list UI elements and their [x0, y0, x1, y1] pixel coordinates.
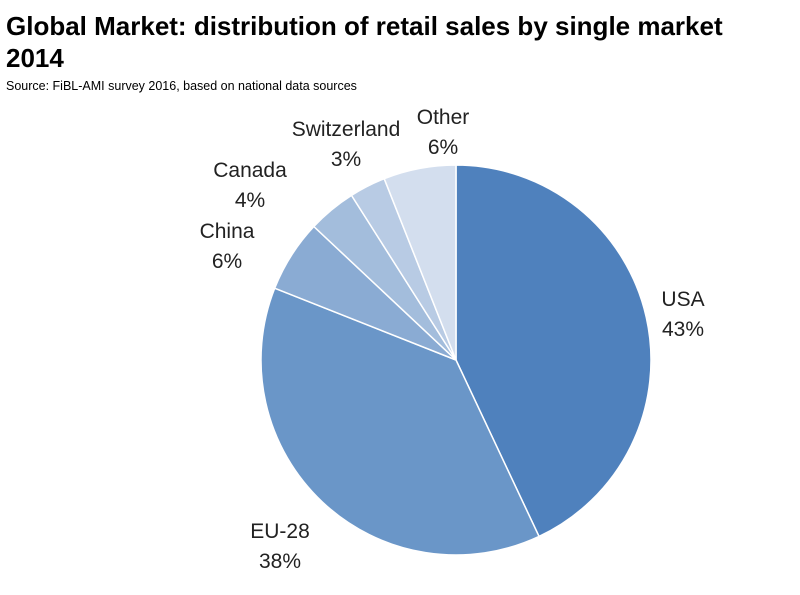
pie-label-name: EU-28 — [250, 520, 310, 543]
chart-subtitle: Source: FiBL-AMI survey 2016, based on n… — [6, 79, 357, 93]
pie-label-canada: Canada 4% — [213, 159, 287, 212]
pie-label-name: Other — [417, 106, 470, 129]
pie-label-name: China — [200, 220, 255, 243]
pie-label-percent: 6% — [212, 250, 242, 273]
pie-label-name: Switzerland — [292, 118, 401, 141]
pie-label-eu-28: EU-28 38% — [250, 520, 310, 573]
pie-label-name: Canada — [213, 159, 287, 182]
pie-slice-usa — [455, 164, 652, 538]
pie-label-percent: 43% — [662, 318, 704, 341]
chart-title-line1: Global Market: distribution of retail sa… — [6, 11, 723, 41]
pie-label-percent: 4% — [235, 189, 265, 212]
pie-label-china: China 6% — [200, 220, 255, 273]
pie-label-percent: 3% — [331, 148, 361, 171]
pie-slices — [260, 164, 652, 556]
pie-slice-eu-28 — [260, 287, 541, 556]
pie-label-percent: 6% — [428, 136, 458, 159]
pie-label-usa: USA 43% — [661, 288, 704, 341]
chart-title: Global Market: distribution of retail sa… — [6, 10, 786, 74]
pie-labels: USA 43% EU-28 38% China 6% Canada 4% Switzerland… — [200, 106, 705, 573]
chart-title-line2: 2014 — [6, 43, 64, 73]
pie-label-percent: 38% — [259, 550, 301, 573]
pie-label-other: Other 6% — [417, 106, 470, 159]
pie-label-switzerland: Switzerland 3% — [292, 118, 401, 171]
pie-label-name: USA — [661, 288, 704, 311]
pie-slice-other — [383, 164, 457, 361]
